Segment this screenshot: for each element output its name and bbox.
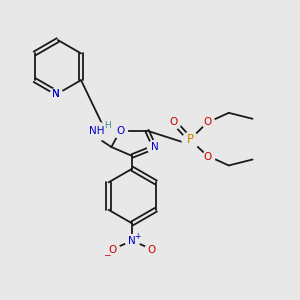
- Text: O: O: [109, 244, 117, 255]
- Text: H: H: [104, 121, 111, 130]
- Text: O: O: [204, 117, 212, 127]
- Text: −: −: [103, 250, 110, 260]
- Text: O: O: [116, 126, 124, 136]
- Text: O: O: [170, 117, 178, 127]
- Text: N: N: [128, 236, 136, 246]
- Text: P: P: [187, 133, 194, 146]
- Text: NH: NH: [89, 126, 104, 136]
- Text: +: +: [134, 232, 141, 241]
- Text: N: N: [151, 142, 158, 152]
- Text: N: N: [52, 88, 60, 98]
- Text: O: O: [147, 244, 156, 255]
- Text: N: N: [52, 88, 60, 98]
- Text: O: O: [204, 152, 212, 161]
